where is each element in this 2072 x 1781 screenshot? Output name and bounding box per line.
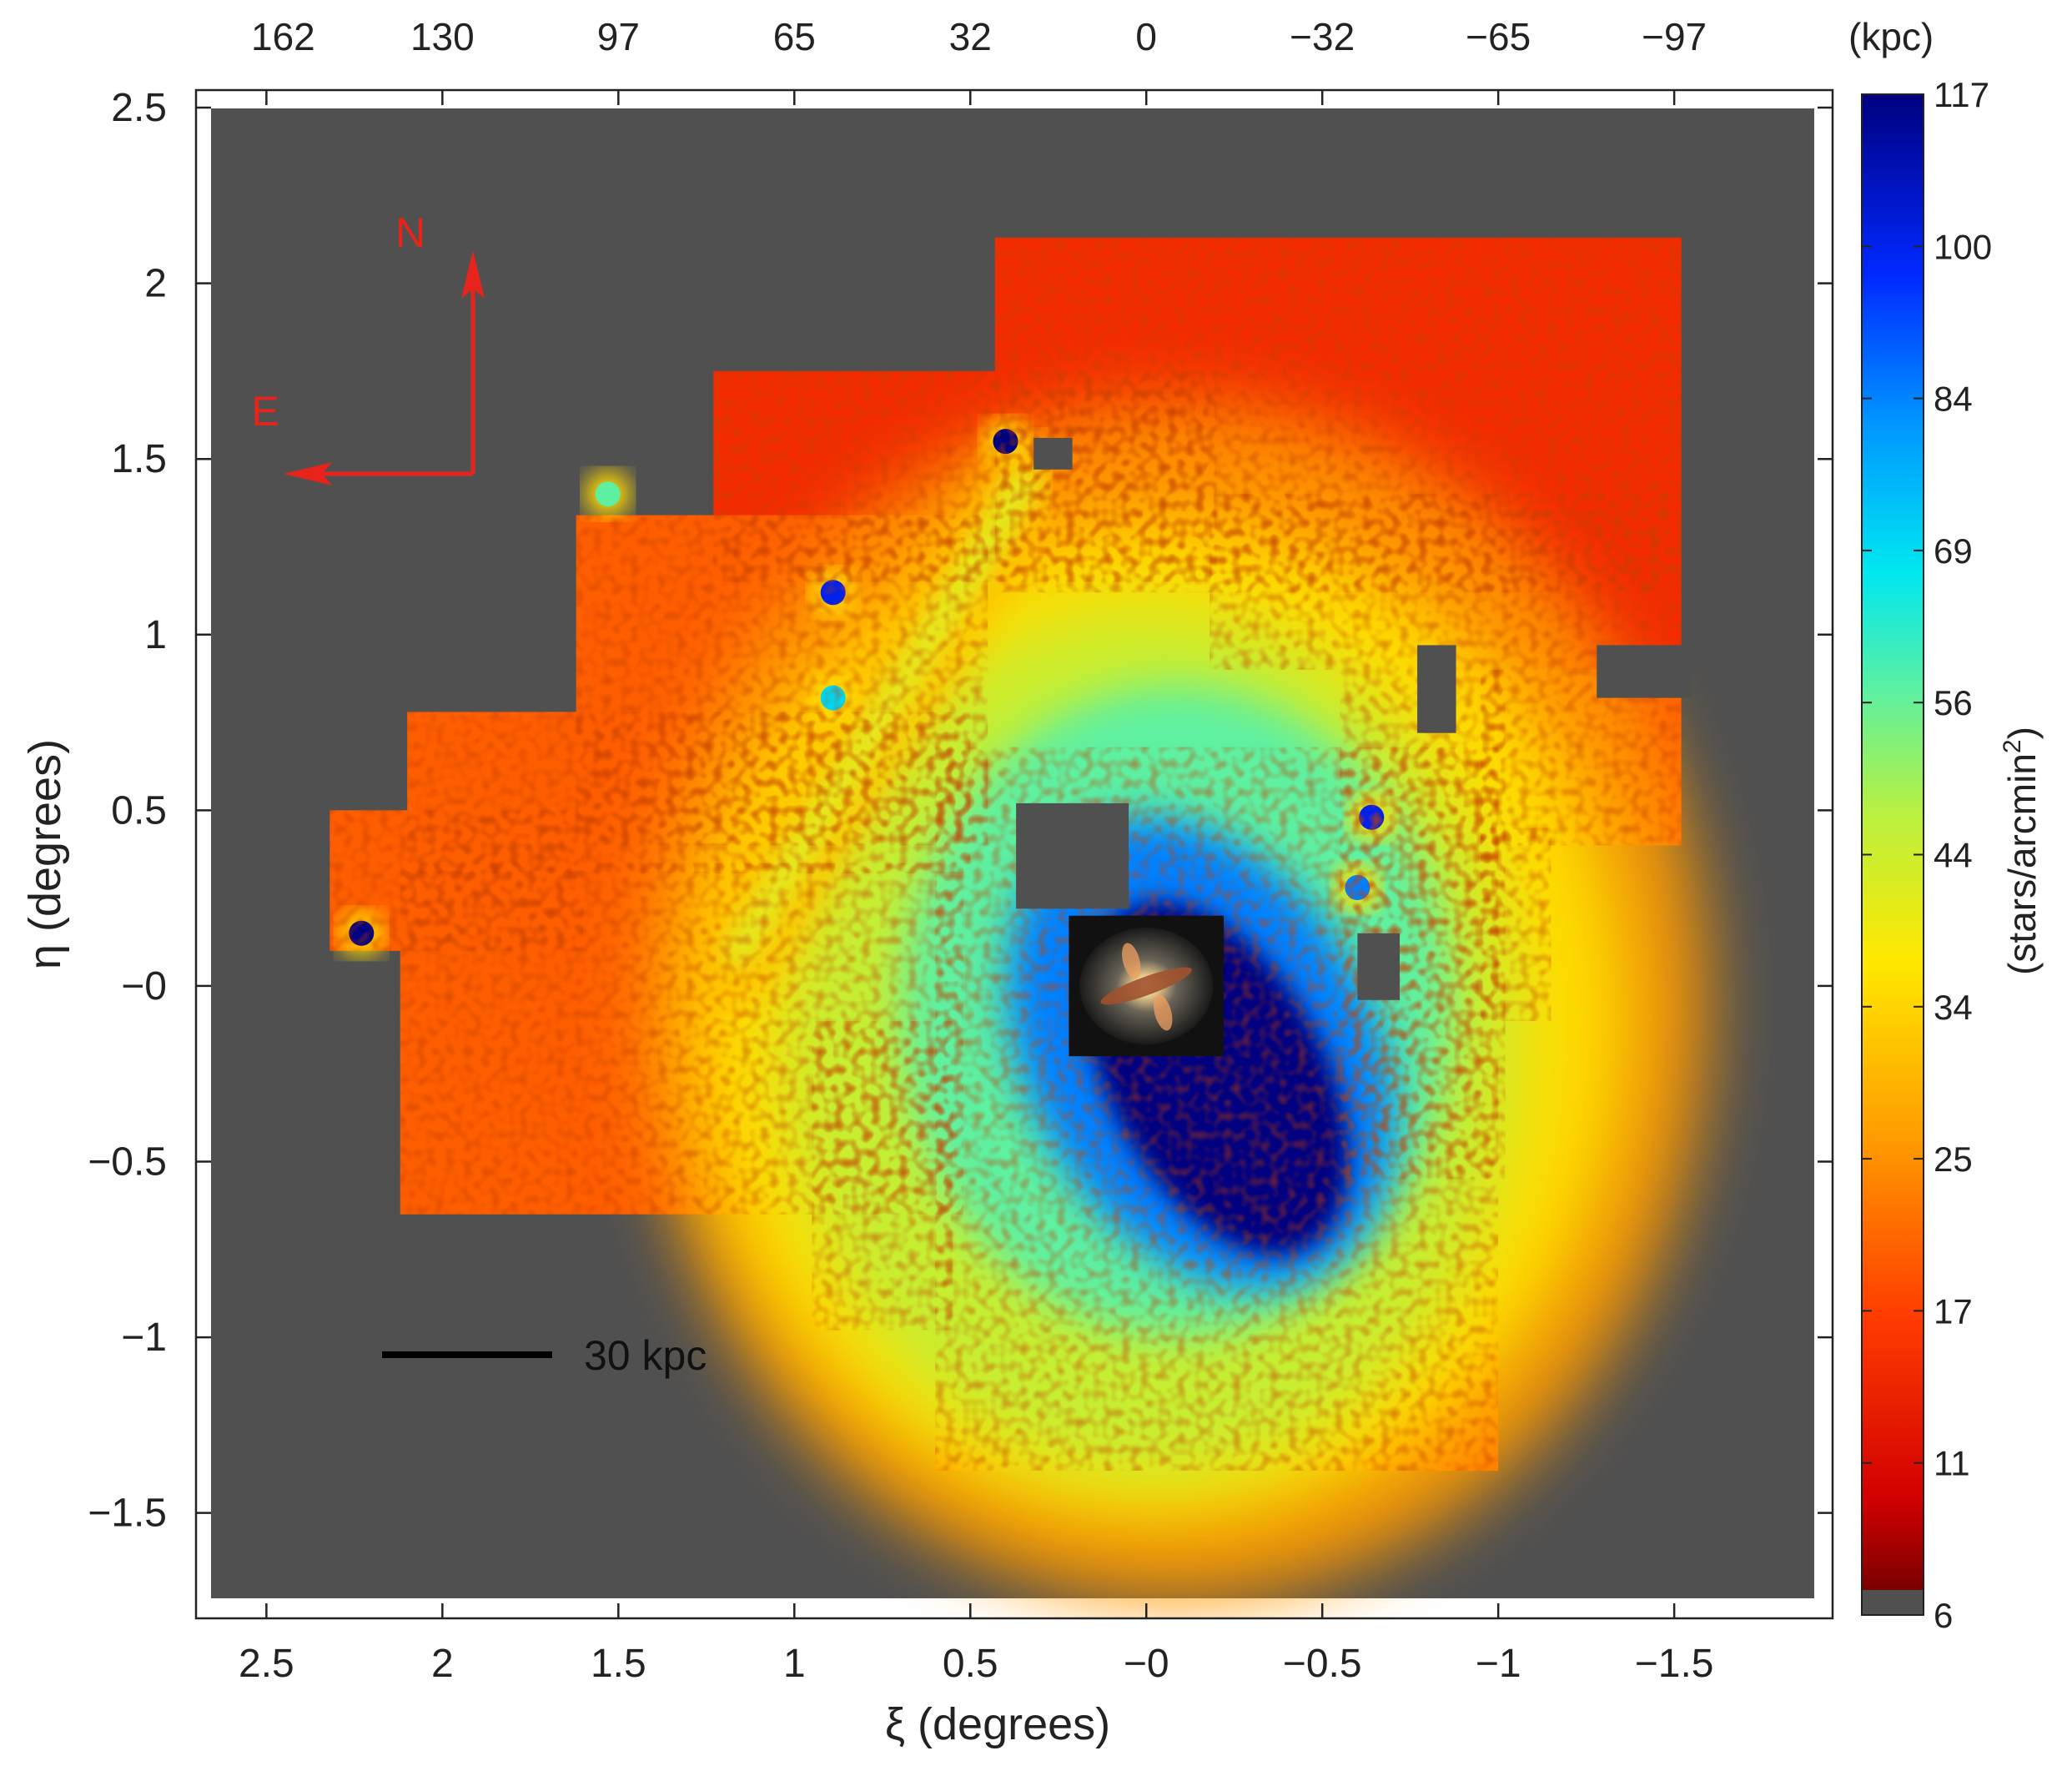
colorbar-label: (stars/arcmin2) — [1999, 727, 2044, 975]
galaxy-jet-south — [1154, 994, 1173, 1031]
density-noise-texture — [329, 237, 1682, 1472]
compass: N E — [251, 209, 485, 485]
top-tick-label: 97 — [597, 15, 640, 58]
footprint-gaps — [1016, 437, 1692, 1000]
galaxy-inset — [1069, 915, 1225, 1057]
footprint-gap — [1357, 933, 1401, 1000]
x-tick-label: −0 — [1124, 1642, 1169, 1686]
colorbar-gradient — [1862, 94, 1924, 1590]
x-axis: 2.5 2 1.5 1 0.5 −0 −0.5 −1 −1.5 — [239, 90, 1714, 1686]
scale-bar-label: 30 kpc — [584, 1332, 707, 1379]
colorbar-tick-label: 17 — [1934, 1291, 1973, 1331]
scale-bar: 30 kpc — [382, 1332, 707, 1379]
top-kpc-axis: 162 130 97 65 32 0 −32 −65 −97 — [251, 15, 1707, 58]
y-axis: 2.5 2 1.5 1 0.5 −0 −0.5 −1 −1.5 — [88, 86, 1833, 1536]
y-tick-label: 1.5 — [111, 437, 167, 481]
colorbar-tick-label: 25 — [1934, 1140, 1973, 1179]
colorbar-tick-label: 11 — [1934, 1444, 1970, 1483]
top-tick-label: 65 — [773, 15, 816, 58]
colorbar-ticks: 6 11 17 25 34 44 56 69 84 100 117 — [1862, 75, 1992, 1635]
x-tick-label: 2.5 — [239, 1642, 294, 1686]
x-tick-label: 2 — [431, 1642, 454, 1686]
top-tick-label: 32 — [949, 15, 992, 58]
colorbar-tick-label: 117 — [1934, 75, 1989, 114]
y-tick-label: 2 — [144, 262, 167, 306]
dwarf-core — [595, 481, 621, 507]
colorbar-tick-label: 69 — [1934, 531, 1973, 571]
y-tick-label: −0.5 — [88, 1140, 167, 1185]
y-tick-label: 1 — [144, 613, 167, 657]
north-arrowhead — [461, 250, 485, 299]
footprint-noise — [1210, 494, 1682, 670]
x-tick-label: −1 — [1476, 1642, 1521, 1686]
y-tick-label: −0 — [121, 964, 167, 1009]
colorbar-tick-label: 84 — [1934, 380, 1973, 419]
y-tick-label: 2.5 — [111, 86, 167, 130]
x-tick-label: 1 — [783, 1642, 806, 1686]
y-tick-label: −1.5 — [88, 1492, 167, 1536]
footprint-gap — [1033, 437, 1073, 470]
footprint-gap — [1417, 645, 1456, 733]
y-axis-label: η (degrees) — [20, 739, 70, 969]
top-tick-label: 0 — [1135, 15, 1157, 58]
footprint-noise — [812, 1021, 953, 1331]
east-arrowhead — [284, 462, 332, 485]
footprint-gap — [1016, 802, 1129, 909]
footprint-gap — [1597, 645, 1692, 698]
galaxy-dust-lane — [1100, 967, 1192, 1005]
top-tick-label: 162 — [251, 15, 315, 58]
x-axis-label: ξ (degrees) — [885, 1699, 1110, 1749]
top-tick-label: −65 — [1466, 15, 1531, 58]
colorbar: 6 11 17 25 34 44 56 69 84 100 117 (stars/arcmin2) — [1861, 75, 2044, 1635]
footprint-noise — [1481, 669, 1682, 846]
colorbar-tick-label: 6 — [1934, 1596, 1953, 1635]
colorbar-label-sup: 2 — [1999, 739, 2026, 753]
top-tick-label: −97 — [1642, 15, 1707, 58]
x-tick-label: −0.5 — [1283, 1642, 1362, 1686]
colorbar-tick-label: 100 — [1934, 227, 1992, 266]
y-tick-label: −1 — [121, 1316, 167, 1360]
colorbar-tick-label: 34 — [1934, 988, 1973, 1027]
y-tick-label: 0.5 — [111, 788, 167, 833]
north-label: N — [395, 209, 425, 256]
colorbar-label-end: ) — [2000, 727, 2044, 739]
density-map — [329, 237, 1710, 1604]
plot-frame — [194, 88, 1834, 1620]
x-tick-label: −1.5 — [1635, 1642, 1714, 1686]
east-label: E — [251, 388, 279, 435]
top-tick-label: 130 — [410, 15, 475, 58]
top-tick-label: −32 — [1290, 15, 1355, 58]
top-axis-unit: (kpc) — [1848, 15, 1934, 58]
galaxy-jet-north — [1122, 943, 1141, 979]
footprint-noise — [1481, 828, 1551, 1022]
x-tick-label: 1.5 — [591, 1642, 646, 1686]
colorbar-min-swatch — [1862, 1590, 1924, 1615]
colorbar-label-main: (stars/arcmin — [2000, 753, 2044, 975]
colorbar-tick-label: 44 — [1934, 836, 1973, 875]
colorbar-tick-label: 56 — [1934, 683, 1973, 722]
x-tick-label: 0.5 — [943, 1642, 998, 1686]
footprint-noise — [1340, 669, 1506, 1180]
